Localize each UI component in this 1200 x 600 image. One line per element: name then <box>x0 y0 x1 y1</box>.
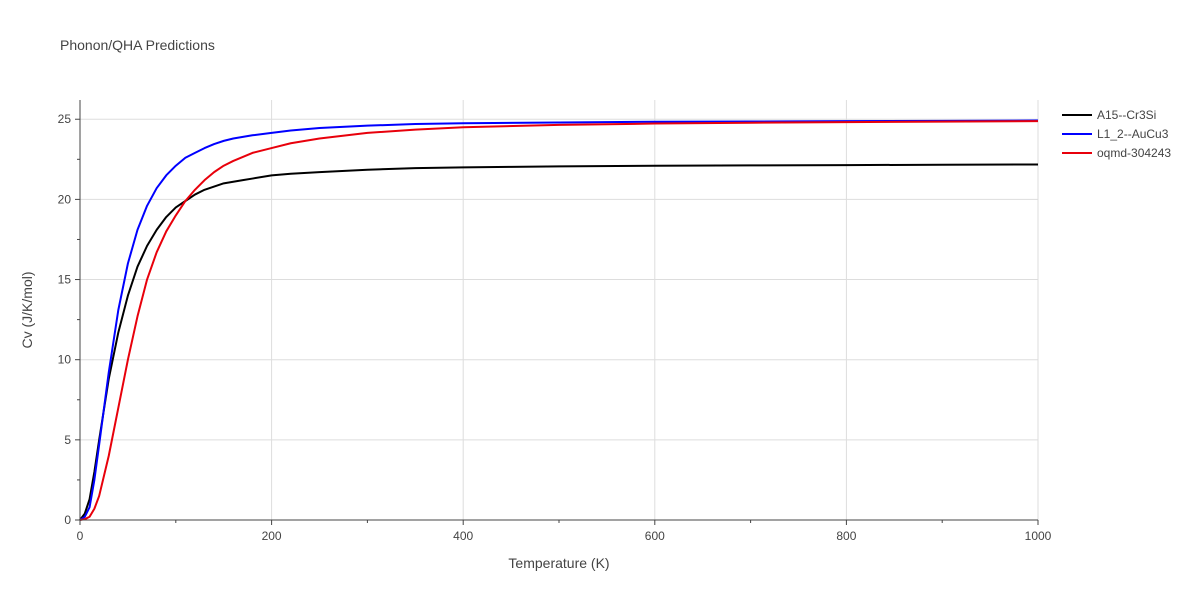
grid <box>80 100 1039 520</box>
legend-item[interactable]: L1_2--AuCu3 <box>1062 127 1169 141</box>
legend-item[interactable]: oqmd-304243 <box>1062 146 1171 160</box>
x-tick-label: 600 <box>645 529 665 543</box>
x-axis-label: Temperature (K) <box>508 555 609 571</box>
legend-label: L1_2--AuCu3 <box>1097 127 1169 141</box>
axes <box>75 100 1039 525</box>
series-line <box>79 119 1039 521</box>
x-tick-label: 200 <box>262 529 282 543</box>
y-ticks: 0 5 10 15 20 25 <box>58 112 72 527</box>
x-tick-label: 800 <box>836 529 856 543</box>
y-tick-label: 10 <box>58 353 72 367</box>
series-layer <box>79 119 1039 521</box>
legend-item[interactable]: A15--Cr3Si <box>1062 108 1156 122</box>
y-tick-label: 20 <box>58 192 72 206</box>
y-axis-label: Cv (J/K/mol) <box>19 272 35 349</box>
chart-title: Phonon/QHA Predictions <box>60 37 215 53</box>
x-ticks: 0 200 400 600 800 1000 <box>77 529 1052 543</box>
y-tick-label: 15 <box>58 273 72 287</box>
series-line <box>79 163 1039 521</box>
y-tick-label: 0 <box>64 513 71 527</box>
legend[interactable]: A15--Cr3Si L1_2--AuCu3 oqmd-304243 <box>1062 108 1171 160</box>
x-tick-label: 1000 <box>1025 529 1052 543</box>
y-tick-label: 25 <box>58 112 72 126</box>
legend-label: oqmd-304243 <box>1097 146 1171 160</box>
series-line <box>79 120 1039 521</box>
y-tick-label: 5 <box>64 433 71 447</box>
legend-label: A15--Cr3Si <box>1097 108 1156 122</box>
x-tick-label: 0 <box>77 529 84 543</box>
x-tick-label: 400 <box>453 529 473 543</box>
